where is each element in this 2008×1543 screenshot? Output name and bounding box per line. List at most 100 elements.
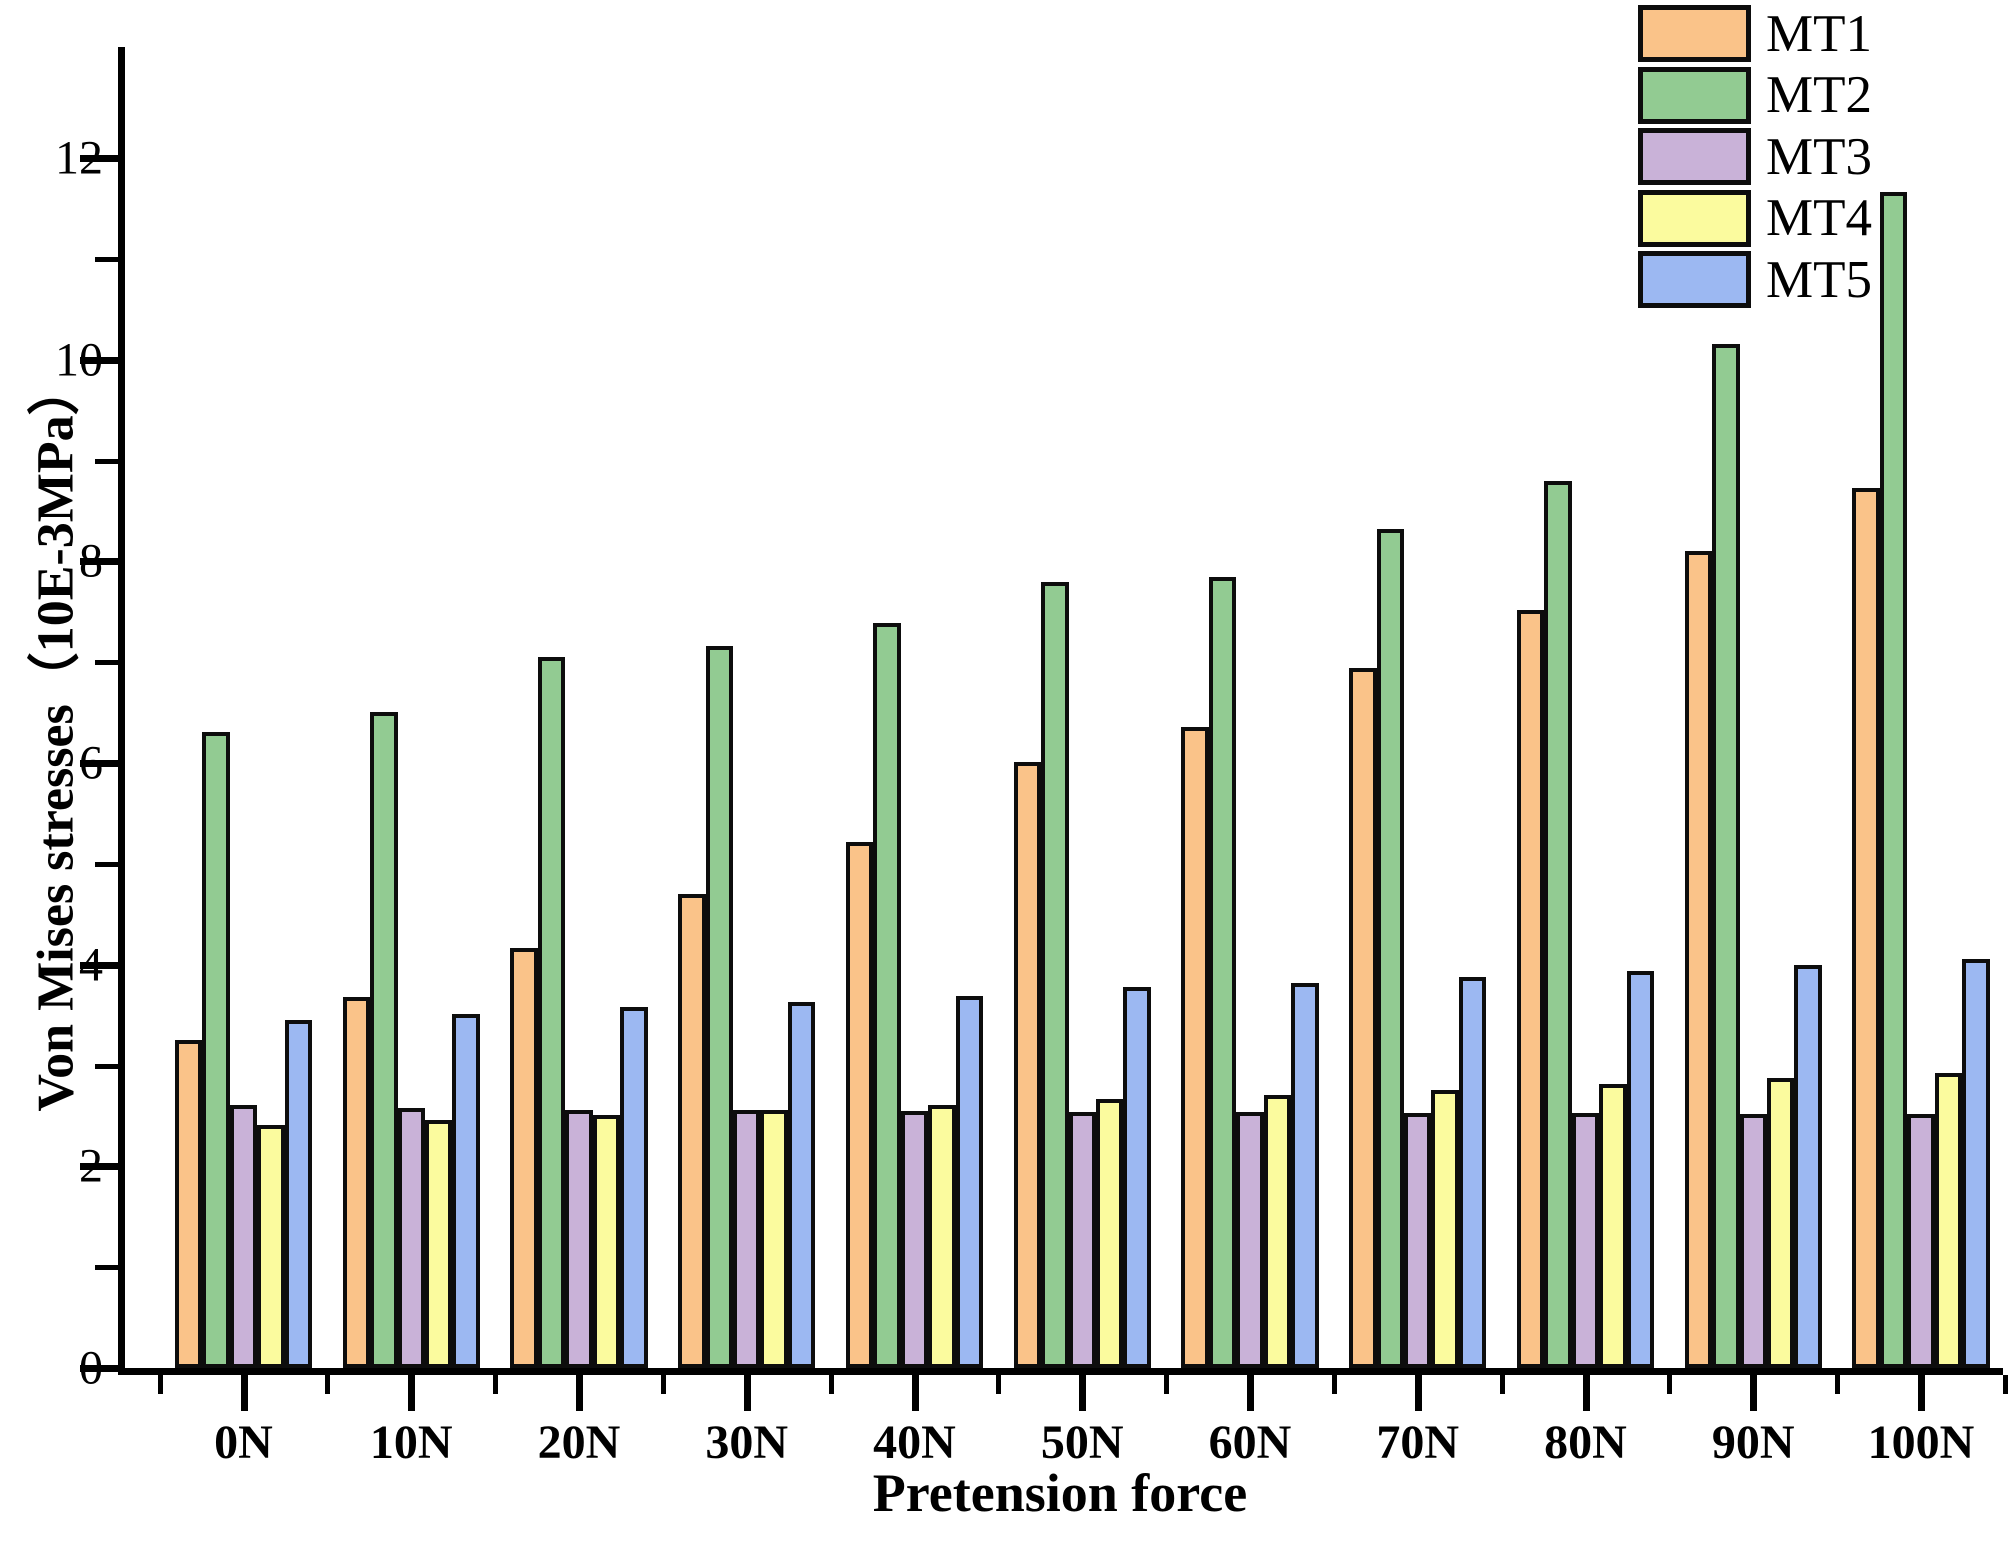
bar-mt5-10n: [452, 1014, 480, 1368]
bar-mt2-50n: [1041, 581, 1069, 1368]
x-tick-label: 0N: [214, 1416, 273, 1469]
legend-swatch-mt3: [1638, 128, 1751, 186]
bar-mt5-60n: [1291, 982, 1319, 1368]
legend-label-mt3: MT3: [1766, 127, 1872, 186]
x-tick-label: 90N: [1711, 1416, 1795, 1469]
bar-mt5-70n: [1458, 976, 1487, 1368]
bar-mt3-60n: [1236, 1111, 1264, 1368]
bar-mt4-80n: [1599, 1083, 1627, 1368]
bar-mt1-80n: [1516, 609, 1545, 1368]
y-major-tick: [80, 155, 118, 162]
bar-mt3-10n: [397, 1107, 425, 1368]
bar-mt5-20n: [620, 1007, 648, 1368]
legend-swatch-mt5: [1638, 251, 1751, 309]
y-minor-tick: [95, 660, 118, 666]
bar-mt4-100n: [1934, 1072, 1963, 1368]
y-tick-label: 6: [79, 736, 103, 790]
x-minor-tick: [325, 1375, 331, 1394]
bar-mt1-20n: [510, 947, 538, 1368]
bar-mt1-60n: [1181, 726, 1209, 1368]
legend-swatch-mt2: [1638, 66, 1751, 124]
bar-mt5-50n: [1123, 986, 1151, 1368]
y-tick-label: 2: [79, 1139, 103, 1193]
bar-mt2-100n: [1879, 192, 1908, 1368]
y-tick-label: 8: [79, 534, 103, 588]
bar-mt5-90n: [1794, 964, 1822, 1368]
bar-mt2-20n: [537, 657, 566, 1368]
bar-mt1-50n: [1013, 761, 1042, 1368]
bar-mt1-40n: [845, 841, 874, 1368]
x-tick-label: 100N: [1867, 1416, 1975, 1469]
bar-mt3-80n: [1571, 1112, 1600, 1368]
y-major-tick: [80, 356, 118, 364]
y-minor-tick: [95, 1063, 118, 1069]
legend-label-mt1: MT1: [1766, 4, 1872, 63]
x-major-tick: [743, 1375, 751, 1411]
y-minor-tick: [95, 861, 118, 867]
x-minor-tick: [996, 1375, 1002, 1394]
y-minor-tick: [95, 458, 118, 464]
x-minor-tick: [1499, 1375, 1505, 1394]
bar-mt3-50n: [1068, 1111, 1096, 1368]
bar-mt3-40n: [900, 1110, 929, 1368]
bar-mt1-30n: [678, 894, 706, 1368]
bar-mt1-90n: [1684, 551, 1713, 1368]
y-tick-label: 0: [79, 1341, 103, 1395]
x-minor-tick: [1331, 1375, 1337, 1394]
y-major-tick: [80, 1365, 118, 1372]
legend-label-mt2: MT2: [1766, 66, 1872, 125]
bar-mt2-90n: [1712, 343, 1740, 1368]
y-major-tick: [80, 558, 118, 566]
legend-swatch-mt4: [1638, 189, 1751, 247]
bar-mt2-70n: [1376, 529, 1405, 1368]
legend-swatch-mt1: [1638, 5, 1751, 62]
x-minor-tick: [1835, 1375, 1841, 1394]
x-major-tick: [1247, 1375, 1254, 1411]
bar-mt3-70n: [1404, 1112, 1432, 1368]
x-major-tick: [240, 1375, 248, 1411]
x-minor-tick: [157, 1375, 163, 1394]
x-tick-label: 10N: [369, 1416, 453, 1469]
y-major-tick: [80, 760, 118, 767]
bar-mt1-10n: [342, 996, 371, 1368]
bar-mt3-0n: [229, 1104, 258, 1368]
y-axis-line: [118, 47, 125, 1375]
bar-mt1-70n: [1349, 668, 1377, 1368]
bar-mt2-0n: [202, 731, 230, 1368]
bar-mt2-40n: [873, 622, 901, 1368]
x-major-tick: [408, 1375, 416, 1411]
x-minor-tick: [1667, 1375, 1673, 1394]
x-major-tick: [576, 1375, 583, 1411]
bar-mt4-0n: [257, 1124, 285, 1368]
y-axis-title: Von Mises stresses（10E-3MPa）: [27, 363, 85, 1112]
bar-mt5-100n: [1962, 958, 1990, 1368]
legend-label-mt5: MT5: [1766, 250, 1872, 309]
x-major-tick: [1750, 1375, 1758, 1411]
bar-mt5-30n: [787, 1001, 816, 1368]
x-minor-tick: [660, 1375, 666, 1394]
bar-mt2-30n: [705, 646, 734, 1368]
y-major-tick: [80, 1163, 118, 1171]
bar-mt1-100n: [1852, 487, 1880, 1368]
x-tick-label: 20N: [537, 1416, 621, 1469]
y-minor-tick: [95, 256, 118, 262]
x-minor-tick: [1164, 1375, 1170, 1394]
x-tick-label: 80N: [1544, 1416, 1627, 1469]
bar-mt3-100n: [1907, 1113, 1935, 1368]
x-tick-label: 30N: [705, 1416, 789, 1469]
x-minor-tick: [493, 1375, 499, 1394]
legend-label-mt4: MT4: [1766, 189, 1872, 248]
x-tick-label: 50N: [1040, 1416, 1124, 1469]
x-tick-label: 60N: [1208, 1416, 1292, 1469]
bar-mt3-20n: [565, 1109, 593, 1368]
y-minor-tick: [95, 1265, 118, 1271]
bar-mt2-60n: [1208, 577, 1237, 1368]
bar-mt5-40n: [955, 995, 984, 1368]
bar-mt3-90n: [1739, 1113, 1767, 1368]
bar-mt4-50n: [1095, 1098, 1124, 1368]
x-axis-title: Pretension force: [872, 1463, 1248, 1523]
bar-mt4-30n: [760, 1109, 788, 1368]
bar-mt4-40n: [928, 1104, 956, 1368]
y-tick-label: 10: [55, 333, 103, 387]
